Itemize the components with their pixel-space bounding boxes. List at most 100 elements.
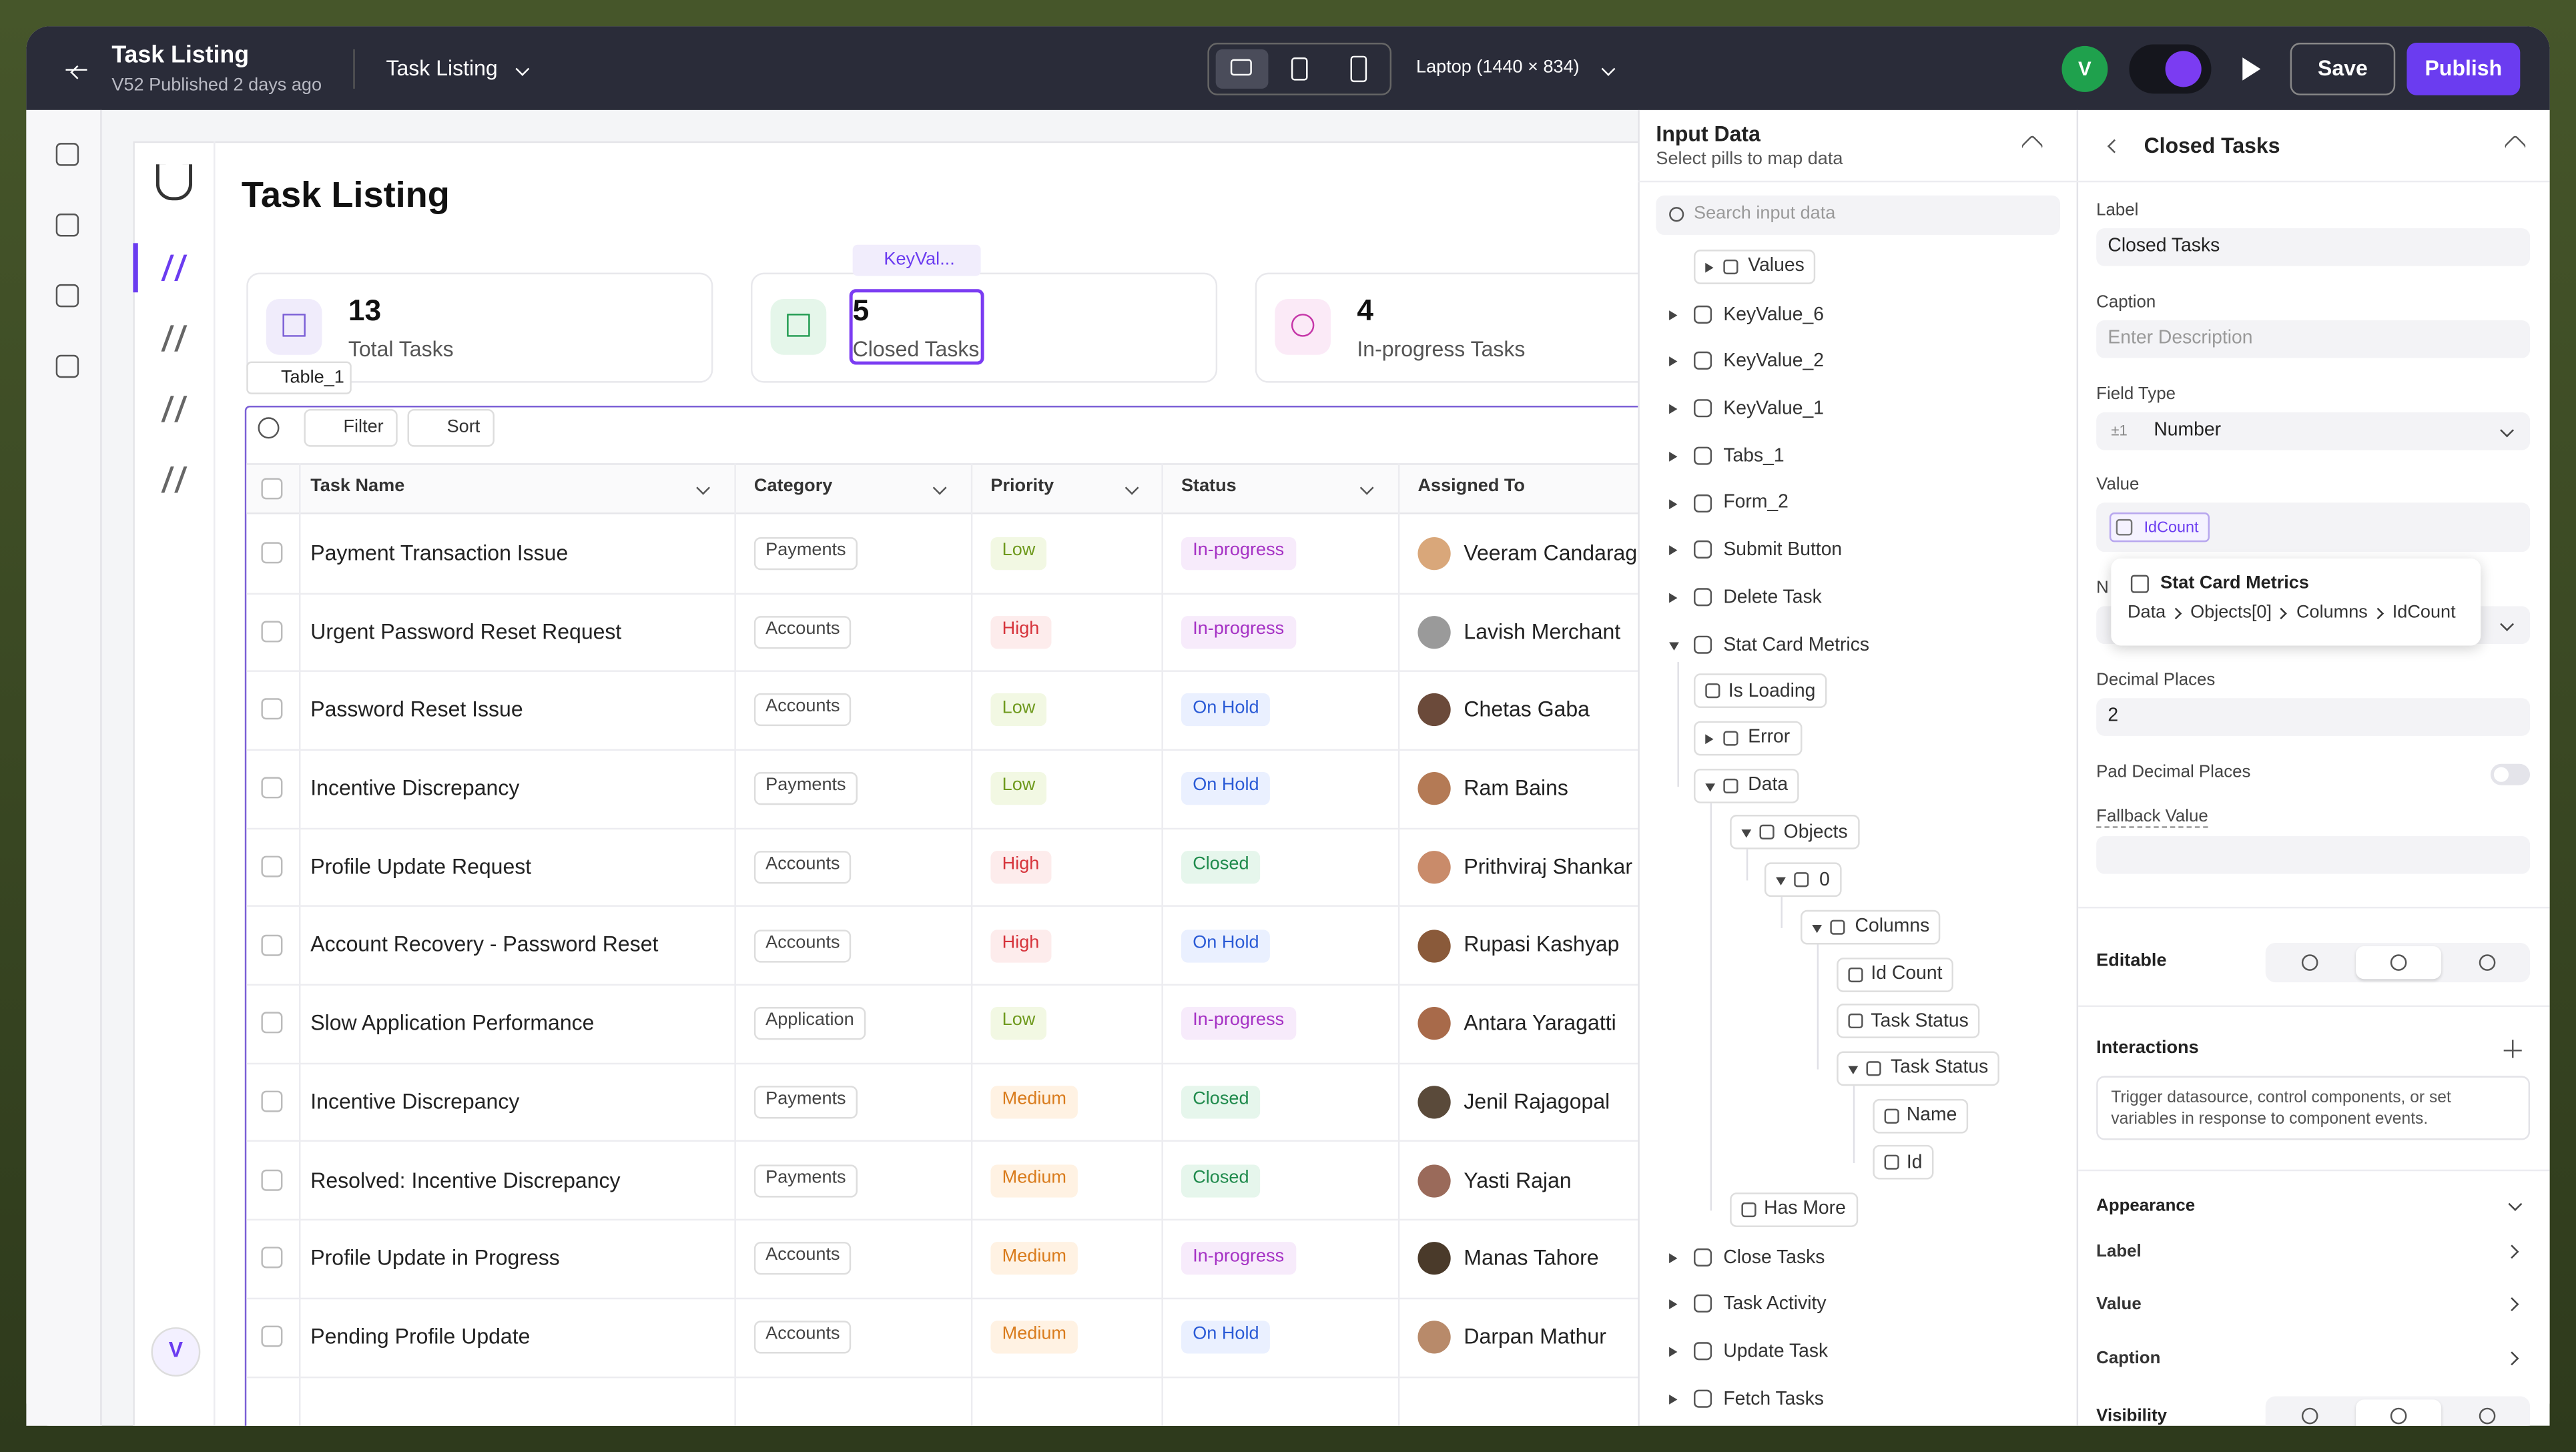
row-checkbox[interactable] — [261, 777, 283, 799]
panel-subtitle: Select pills to map data — [1656, 149, 1843, 170]
caret-icon — [1669, 1300, 1678, 1310]
tree-pill[interactable]: 0 — [1764, 862, 1842, 897]
row-divider — [246, 1140, 1638, 1142]
value-pill[interactable]: IdCount — [2109, 512, 2210, 542]
row-checkbox[interactable] — [261, 1090, 283, 1112]
category-label: Payments — [765, 1167, 846, 1187]
assignee-avatar — [1417, 1164, 1451, 1197]
icon — [2116, 518, 2133, 536]
icon — [1830, 920, 1845, 935]
header-checkbox[interactable] — [261, 478, 283, 500]
tree-item[interactable]: Tabs_1 — [1723, 446, 1785, 466]
tree-item[interactable]: Submit Button — [1723, 540, 1843, 561]
icon — [2301, 1407, 2318, 1425]
device-switcher[interactable] — [1207, 43, 1392, 95]
input-field[interactable] — [2096, 412, 2531, 450]
badge-label: High — [1002, 932, 1040, 953]
column-header: Assigned To — [1417, 476, 1525, 497]
category-label: Application — [765, 1010, 854, 1030]
row-checkbox[interactable] — [261, 855, 283, 877]
tree-item[interactable]: KeyValue_2 — [1723, 352, 1824, 372]
icon — [787, 314, 810, 337]
category-badge: Application — [753, 1007, 866, 1040]
tree-pill[interactable]: Name — [1872, 1098, 1969, 1133]
tree-pill[interactable]: Id Count — [1836, 956, 1954, 992]
tree-item[interactable]: KeyValue_6 — [1723, 304, 1824, 325]
category-label: Payments — [765, 1088, 846, 1109]
tree-pill-label: Task Status — [1890, 1058, 1989, 1078]
assignee-name: Antara Yaragatti — [1464, 1010, 1616, 1036]
toolbar-button[interactable]: Sort — [407, 408, 495, 447]
icon — [1694, 1342, 1712, 1361]
category-label: Accounts — [765, 853, 840, 874]
assignee-name: Manas Tahore — [1464, 1245, 1599, 1270]
appearance-item[interactable]: Value — [2096, 1295, 2142, 1315]
caret-icon — [1669, 498, 1678, 508]
row-checkbox[interactable] — [261, 542, 283, 564]
icon — [55, 284, 79, 308]
table-tag-label: Table_1 — [280, 368, 344, 388]
tree-pill[interactable]: Values — [1694, 250, 1816, 284]
row-checkbox[interactable] — [261, 1168, 283, 1190]
device-size[interactable]: Laptop (1440 × 834) — [1416, 57, 1580, 78]
device-laptop[interactable] — [1215, 49, 1269, 89]
row-checkbox[interactable] — [261, 1012, 283, 1034]
input-field[interactable] — [2096, 698, 2531, 736]
top-bar — [26, 26, 2550, 110]
tree-pill-label: Values — [1748, 257, 1805, 277]
input-field[interactable] — [2096, 228, 2531, 266]
priority-badge: Medium — [990, 1164, 1078, 1197]
assignee-name: Prithviraj Shankar — [1464, 853, 1633, 879]
task-name: Pending Profile Update — [310, 1323, 531, 1349]
tree-pill[interactable]: Is Loading — [1694, 674, 1827, 709]
tree-pill[interactable]: Id — [1872, 1145, 1934, 1180]
caret-icon — [1669, 404, 1678, 414]
status-badge: On Hold — [1181, 693, 1271, 727]
row-checkbox[interactable] — [261, 1247, 283, 1269]
icon — [1795, 872, 1810, 887]
tree-pill[interactable]: Has More — [1729, 1192, 1858, 1227]
toolbar-button[interactable]: Filter — [304, 408, 398, 447]
row-divider — [246, 670, 1638, 673]
icon — [1694, 588, 1712, 607]
badge-label: Low — [1002, 697, 1036, 718]
row-checkbox[interactable] — [261, 1325, 283, 1347]
page-selector[interactable]: Task Listing — [386, 55, 498, 81]
row-checkbox[interactable] — [261, 934, 283, 956]
badge-label: Closed — [1193, 1168, 1249, 1188]
tree-item[interactable]: Close Tasks — [1723, 1248, 1825, 1268]
tree-item[interactable]: Stat Card Metrics — [1723, 635, 1870, 655]
input-field[interactable] — [2096, 836, 2531, 874]
icon — [2479, 954, 2496, 971]
tree-item[interactable]: Task Activity — [1723, 1295, 1827, 1315]
left-rail — [26, 109, 102, 1426]
publish-button[interactable]: Publish — [2406, 43, 2521, 95]
tree-item[interactable]: KeyValue_1 — [1723, 399, 1824, 419]
tree-item[interactable]: Form_2 — [1723, 493, 1789, 514]
row-checkbox[interactable] — [261, 620, 283, 642]
row-divider — [246, 1375, 1638, 1378]
priority-badge: High — [990, 850, 1051, 883]
panel-title: Input Data — [1656, 121, 1760, 146]
tree-pill[interactable]: Task Status — [1836, 1004, 1981, 1039]
tree-pill[interactable]: Objects — [1729, 815, 1859, 850]
tree-guide — [1781, 897, 1783, 928]
tree-pill[interactable]: Task Status — [1836, 1051, 2000, 1086]
category-badge: Accounts — [753, 1321, 852, 1354]
row-checkbox[interactable] — [261, 699, 283, 721]
assignee-name: Chetas Gaba — [1464, 697, 1590, 722]
input-field[interactable] — [2096, 320, 2531, 358]
tree-pill-label: 0 — [1819, 869, 1830, 890]
tree-item[interactable]: Delete Task — [1723, 587, 1822, 608]
tree-item[interactable]: Update Task — [1723, 1342, 1829, 1362]
props-title: Closed Tasks — [2144, 133, 2280, 158]
category-label: Accounts — [765, 1245, 840, 1266]
appearance-item[interactable]: Label — [2096, 1241, 2142, 1261]
save-button[interactable]: Save — [2290, 43, 2396, 95]
caret-icon — [1812, 924, 1823, 933]
search-box[interactable] — [1656, 195, 2061, 236]
tree-item[interactable]: Fetch Tasks — [1723, 1389, 1824, 1409]
task-name: Urgent Password Reset Request — [310, 619, 622, 644]
appearance-item[interactable]: Caption — [2096, 1348, 2161, 1368]
tree-pill[interactable]: Columns — [1801, 910, 1941, 944]
